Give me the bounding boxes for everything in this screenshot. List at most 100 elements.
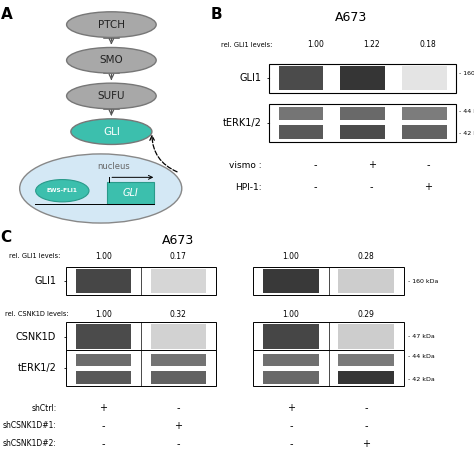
Text: C: C xyxy=(0,230,11,245)
Text: GLI1: GLI1 xyxy=(34,276,56,286)
Text: 0.28: 0.28 xyxy=(358,252,374,261)
Bar xyxy=(338,324,394,349)
Bar xyxy=(107,182,154,204)
Text: - 47 kDa: - 47 kDa xyxy=(408,334,435,339)
Text: +: + xyxy=(174,421,182,431)
Text: +: + xyxy=(424,182,432,192)
Text: rel. GLI1 levels:: rel. GLI1 levels: xyxy=(220,42,272,48)
Bar xyxy=(75,371,131,384)
Text: +: + xyxy=(287,403,295,413)
Text: vismo :: vismo : xyxy=(229,161,262,170)
Text: A: A xyxy=(0,7,12,22)
Bar xyxy=(75,269,131,293)
Text: -: - xyxy=(64,332,67,342)
Bar xyxy=(279,107,323,121)
Text: -: - xyxy=(365,421,368,431)
Text: 1.22: 1.22 xyxy=(363,40,380,49)
Bar xyxy=(269,104,456,142)
Text: -: - xyxy=(101,439,105,449)
Text: 0.18: 0.18 xyxy=(419,40,436,49)
Bar xyxy=(340,107,385,121)
Text: GLI: GLI xyxy=(103,126,120,136)
Bar xyxy=(263,324,319,349)
Bar xyxy=(254,267,404,295)
Bar xyxy=(338,269,394,293)
Ellipse shape xyxy=(66,47,156,73)
Bar xyxy=(254,322,404,351)
Ellipse shape xyxy=(66,12,156,37)
Text: PTCH: PTCH xyxy=(98,20,125,30)
Text: +: + xyxy=(362,439,370,449)
Ellipse shape xyxy=(20,154,182,223)
Text: - 44 kDa: - 44 kDa xyxy=(459,109,474,114)
Text: -: - xyxy=(314,160,317,170)
Text: HPI-1:: HPI-1: xyxy=(235,183,262,192)
Bar xyxy=(263,354,319,366)
Text: -: - xyxy=(267,73,270,83)
Bar xyxy=(263,269,319,293)
Text: -: - xyxy=(177,439,180,449)
Bar xyxy=(151,324,206,349)
Text: nucleus: nucleus xyxy=(97,162,130,171)
Text: - 42 kDa: - 42 kDa xyxy=(459,131,474,136)
Text: tERK1/2: tERK1/2 xyxy=(223,118,262,128)
Bar xyxy=(402,126,447,139)
Text: SMO: SMO xyxy=(100,56,123,65)
Ellipse shape xyxy=(71,119,152,144)
Text: CSNK1D: CSNK1D xyxy=(16,332,56,342)
Text: EWS-FLI1: EWS-FLI1 xyxy=(47,188,78,193)
Text: 1.00: 1.00 xyxy=(283,252,300,261)
Bar xyxy=(263,371,319,384)
Text: shCtrl:: shCtrl: xyxy=(31,404,56,413)
Text: - 42 kDa: - 42 kDa xyxy=(408,377,435,382)
Text: - 44 kDa: - 44 kDa xyxy=(408,354,435,359)
Text: rel. GLI1 levels:: rel. GLI1 levels: xyxy=(9,253,61,259)
Bar xyxy=(338,371,394,384)
Text: 1.00: 1.00 xyxy=(307,40,324,49)
Text: shCSNK1D#2:: shCSNK1D#2: xyxy=(2,439,56,448)
Text: +: + xyxy=(99,403,107,413)
Text: 0.17: 0.17 xyxy=(170,252,187,261)
Ellipse shape xyxy=(36,180,89,202)
Text: -: - xyxy=(314,182,317,192)
Text: -: - xyxy=(289,421,293,431)
Text: GLI1: GLI1 xyxy=(239,73,262,83)
Text: shCSNK1D#1:: shCSNK1D#1: xyxy=(2,421,56,430)
Text: 0.32: 0.32 xyxy=(170,310,187,319)
Text: -: - xyxy=(64,276,67,286)
Bar xyxy=(338,354,394,366)
Text: tERK1/2: tERK1/2 xyxy=(18,363,56,373)
Bar xyxy=(151,371,206,384)
Bar xyxy=(402,66,447,91)
Text: -: - xyxy=(289,439,293,449)
Bar xyxy=(75,324,131,349)
Text: +: + xyxy=(368,160,375,170)
Text: -: - xyxy=(426,160,429,170)
Bar xyxy=(151,269,206,293)
Text: 1.00: 1.00 xyxy=(283,310,300,319)
Text: -: - xyxy=(101,421,105,431)
Bar xyxy=(151,354,206,366)
Bar xyxy=(66,267,216,295)
Text: A673: A673 xyxy=(335,11,367,24)
Text: -: - xyxy=(370,182,374,192)
Text: 1.00: 1.00 xyxy=(95,310,112,319)
Text: 1.00: 1.00 xyxy=(95,252,112,261)
Text: 0.29: 0.29 xyxy=(357,310,374,319)
Bar xyxy=(402,107,447,121)
Text: A673: A673 xyxy=(162,234,194,247)
Bar xyxy=(269,64,456,93)
Bar xyxy=(254,350,404,386)
Bar xyxy=(66,322,216,351)
Text: - 160 kDa: - 160 kDa xyxy=(408,278,438,283)
Text: -: - xyxy=(64,363,67,373)
Text: - 160 kDa: - 160 kDa xyxy=(459,71,474,76)
Ellipse shape xyxy=(66,83,156,109)
Bar xyxy=(279,66,323,91)
Bar xyxy=(340,66,385,91)
Bar xyxy=(75,354,131,366)
Text: -: - xyxy=(267,118,270,128)
Text: -: - xyxy=(177,403,180,413)
Text: SUFU: SUFU xyxy=(98,91,125,101)
Text: GLI: GLI xyxy=(123,188,138,198)
